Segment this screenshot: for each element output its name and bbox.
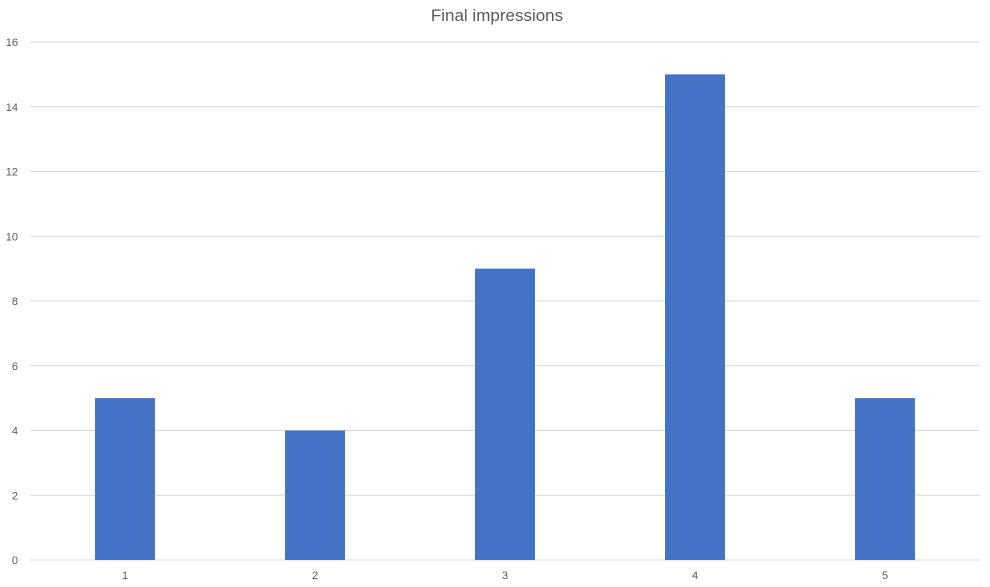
x-tick-label: 2 xyxy=(312,570,318,582)
bar xyxy=(475,268,535,560)
y-tick-label: 6 xyxy=(12,361,18,373)
bars xyxy=(95,74,915,560)
bar xyxy=(285,430,345,560)
x-axis-tick-labels: 1 2 3 4 5 xyxy=(122,570,888,582)
y-axis-tick-labels: 0 2 4 6 8 10 12 14 16 xyxy=(6,37,18,567)
y-tick-label: 2 xyxy=(12,490,18,502)
chart-title: Final impressions xyxy=(431,6,563,25)
y-tick-label: 14 xyxy=(6,102,18,114)
bar xyxy=(665,74,725,560)
x-tick-label: 4 xyxy=(692,570,698,582)
y-tick-label: 16 xyxy=(6,37,18,49)
bar xyxy=(95,398,155,560)
y-tick-label: 10 xyxy=(6,231,18,243)
bar xyxy=(855,398,915,560)
x-tick-label: 1 xyxy=(122,570,128,582)
y-tick-label: 8 xyxy=(12,296,18,308)
x-tick-label: 3 xyxy=(502,570,508,582)
y-tick-label: 0 xyxy=(12,555,18,567)
y-tick-label: 4 xyxy=(12,426,18,438)
y-tick-label: 12 xyxy=(6,167,18,179)
x-tick-label: 5 xyxy=(882,570,888,582)
